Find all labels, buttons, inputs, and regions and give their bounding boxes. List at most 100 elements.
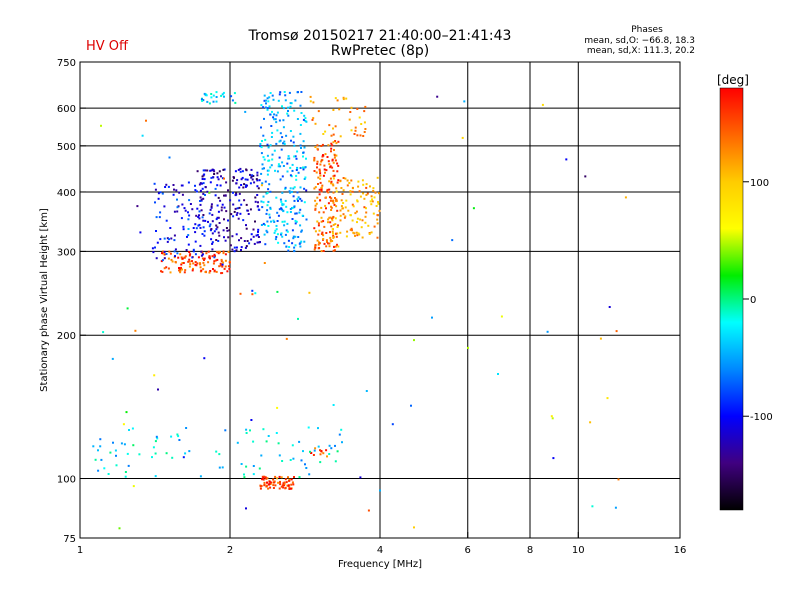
data-point (266, 173, 269, 176)
data-point (299, 241, 302, 244)
data-point (343, 216, 346, 219)
data-point (336, 450, 339, 453)
data-point (279, 480, 281, 483)
data-point (267, 146, 270, 149)
data-point (369, 185, 371, 188)
data-point (273, 113, 276, 116)
data-point (280, 207, 283, 210)
data-point (292, 237, 295, 240)
data-point (198, 210, 201, 213)
data-point (260, 172, 263, 175)
y-axis-label: Stationary phase Virtual Height [km] (39, 208, 50, 392)
data-point (372, 189, 375, 192)
data-point (271, 158, 274, 161)
data-point (351, 186, 354, 189)
data-point (329, 196, 331, 199)
data-point (346, 179, 349, 182)
data-point (269, 113, 272, 116)
data-point (261, 182, 264, 185)
data-point (284, 478, 287, 481)
data-point (212, 94, 215, 97)
data-point (287, 106, 290, 109)
data-point (235, 249, 238, 252)
data-point (376, 222, 379, 225)
data-point (266, 107, 269, 110)
data-point (197, 216, 200, 218)
data-point (295, 212, 298, 215)
data-point (250, 168, 253, 171)
data-point (250, 233, 253, 236)
data-point (211, 241, 214, 244)
data-point (295, 174, 298, 177)
data-point (377, 214, 379, 217)
data-point (319, 453, 322, 456)
data-point (201, 187, 204, 190)
data-point (309, 450, 311, 453)
data-point (328, 180, 331, 183)
data-point (351, 190, 354, 193)
data-point (218, 453, 221, 456)
data-point (189, 253, 192, 256)
data-point (256, 205, 259, 208)
data-point (341, 207, 344, 210)
data-point (352, 231, 355, 234)
data-point (333, 203, 336, 206)
data-point (254, 220, 256, 223)
data-point (244, 246, 247, 249)
data-point (275, 228, 278, 231)
data-point (203, 173, 206, 176)
data-point (223, 95, 225, 98)
data-point (251, 178, 254, 181)
data-point (344, 206, 347, 209)
data-point (211, 232, 214, 235)
data-point (280, 200, 283, 203)
data-point (295, 178, 298, 181)
data-point (201, 253, 204, 256)
data-point (313, 158, 316, 161)
data-point (187, 228, 190, 230)
data-point (284, 233, 287, 236)
data-point (191, 269, 194, 272)
data-point (254, 196, 257, 199)
data-point (304, 117, 307, 120)
data-point (245, 227, 248, 230)
data-point (342, 202, 345, 204)
data-point (206, 190, 209, 193)
data-point (257, 228, 260, 231)
data-point (307, 426, 310, 429)
data-point (325, 169, 328, 172)
data-point (250, 175, 253, 178)
data-point (373, 225, 376, 228)
data-point (314, 146, 317, 148)
data-point (217, 252, 220, 255)
data-point (279, 165, 282, 168)
data-point (242, 219, 245, 222)
data-point (276, 170, 279, 173)
data-point (252, 440, 255, 443)
data-point (332, 177, 335, 180)
data-point (243, 473, 245, 476)
data-point (165, 452, 168, 455)
data-point (266, 481, 268, 484)
data-point (316, 147, 319, 150)
data-point (278, 208, 281, 211)
data-point (194, 263, 197, 266)
data-point (219, 184, 222, 187)
data-point (436, 95, 439, 98)
data-point (263, 481, 266, 484)
data-point (286, 230, 289, 233)
data-point (208, 102, 211, 105)
data-point (333, 156, 336, 159)
data-point (259, 487, 262, 490)
data-point (295, 157, 298, 160)
data-point (257, 187, 260, 190)
data-point (329, 177, 332, 180)
data-point (294, 244, 297, 247)
data-point (239, 167, 242, 170)
data-point (305, 467, 308, 469)
data-point (296, 167, 299, 170)
data-point (213, 260, 216, 263)
data-point (332, 161, 335, 164)
data-point (258, 467, 261, 470)
data-point (187, 234, 190, 237)
